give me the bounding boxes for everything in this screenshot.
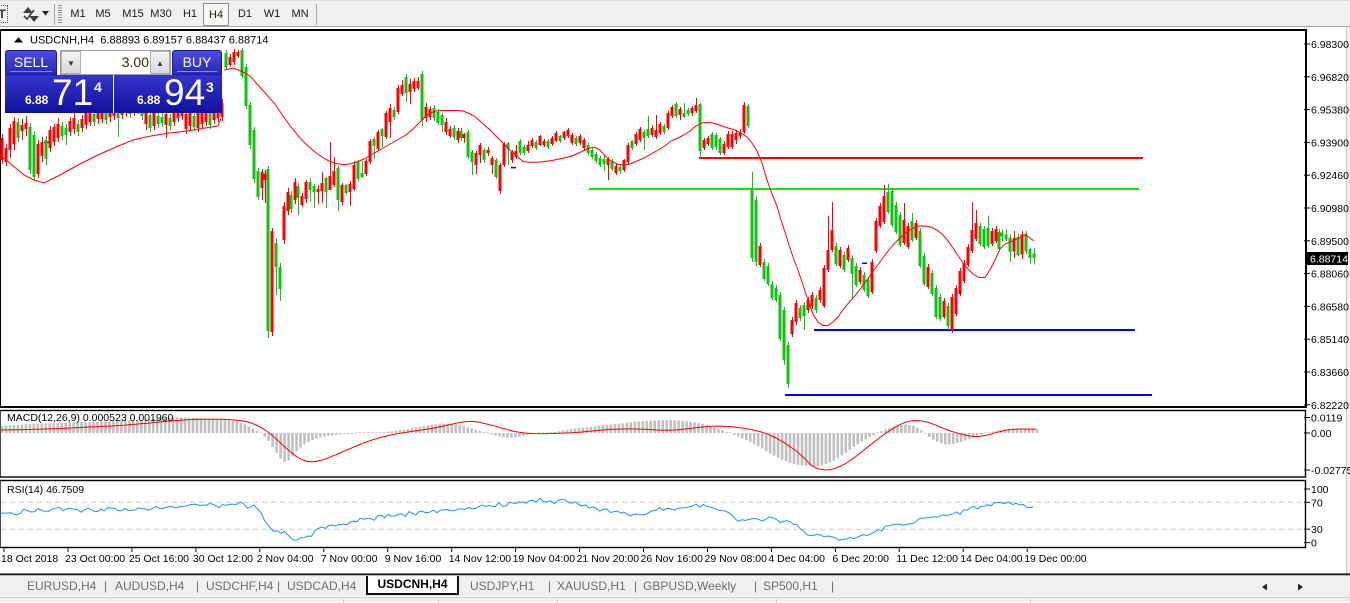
svg-text:26 Nov 16:00: 26 Nov 16:00 [641, 553, 704, 565]
svg-text:14 Nov 12:00: 14 Nov 12:00 [449, 553, 512, 565]
svg-text:30: 30 [1311, 524, 1323, 536]
svg-text:6.88060: 6.88060 [1311, 269, 1349, 281]
svg-text:2 Nov 04:00: 2 Nov 04:00 [257, 553, 314, 565]
svg-text:6.89500: 6.89500 [1311, 236, 1349, 248]
svg-text:6.82220: 6.82220 [1311, 400, 1349, 412]
svg-text:11 Dec 12:00: 11 Dec 12:00 [896, 553, 958, 565]
svg-text:19 Nov 04:00: 19 Nov 04:00 [513, 553, 576, 565]
svg-text:6 Dec 20:00: 6 Dec 20:00 [832, 553, 889, 565]
svg-text:29 Nov 08:00: 29 Nov 08:00 [705, 553, 768, 565]
svg-text:0: 0 [1311, 538, 1317, 550]
svg-text:6.93900: 6.93900 [1311, 137, 1349, 149]
svg-text:6.92460: 6.92460 [1311, 170, 1349, 182]
svg-text:6.96820: 6.96820 [1311, 72, 1349, 84]
svg-text:70: 70 [1311, 497, 1323, 509]
svg-text:6.95380: 6.95380 [1311, 105, 1349, 117]
svg-text:100: 100 [1311, 484, 1329, 496]
svg-text:USDCNH,H4 6.88893 6.89157 6.8: USDCNH,H4 6.88893 6.89157 6.88437 6.8871… [30, 35, 269, 47]
svg-text:25 Oct 16:00: 25 Oct 16:00 [129, 553, 189, 565]
svg-text:0.00: 0.00 [1311, 428, 1332, 440]
svg-text:14 Dec 04:00: 14 Dec 04:00 [960, 553, 1023, 565]
svg-text:6.83660: 6.83660 [1311, 367, 1349, 379]
svg-text:RSI(14) 46.7509: RSI(14) 46.7509 [7, 484, 84, 496]
svg-text:6.85140: 6.85140 [1311, 334, 1349, 346]
svg-text:21 Nov 20:00: 21 Nov 20:00 [577, 553, 640, 565]
svg-text:30 Oct 12:00: 30 Oct 12:00 [193, 553, 253, 565]
svg-text:6.98300: 6.98300 [1311, 39, 1349, 51]
svg-text:19 Dec 00:00: 19 Dec 00:00 [1024, 553, 1087, 565]
svg-text:7 Nov 00:00: 7 Nov 00:00 [321, 553, 378, 565]
svg-text:6.88714: 6.88714 [1310, 254, 1348, 266]
svg-text:18 Oct 2018: 18 Oct 2018 [1, 553, 58, 565]
svg-text:0.0119: 0.0119 [1311, 413, 1342, 425]
svg-text:-0.027754: -0.027754 [1311, 465, 1350, 477]
svg-text:23 Oct 00:00: 23 Oct 00:00 [65, 553, 125, 565]
svg-text:4 Dec 04:00: 4 Dec 04:00 [768, 553, 825, 565]
svg-text:6.86580: 6.86580 [1311, 301, 1349, 313]
svg-text:9 Nov 16:00: 9 Nov 16:00 [385, 553, 442, 565]
svg-text:6.90980: 6.90980 [1311, 203, 1349, 215]
svg-text:MACD(12,26,9) 0.000523 0.00196: MACD(12,26,9) 0.000523 0.001960 [7, 412, 174, 424]
